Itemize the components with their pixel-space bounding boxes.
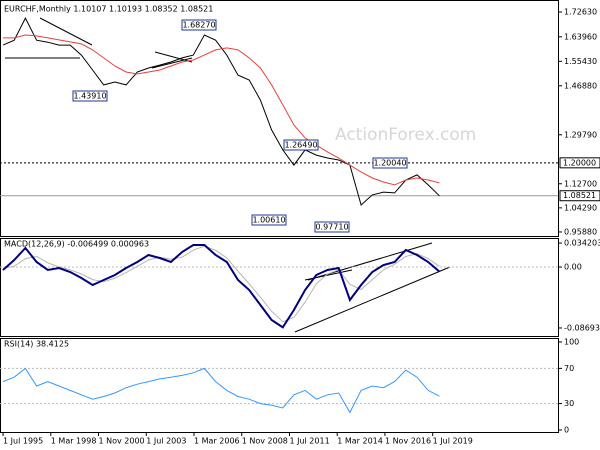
series-line [2, 16, 440, 206]
annotation-label: 1.68270 [182, 21, 215, 30]
series-line [2, 367, 440, 414]
y-tick-label: 1.12700 [564, 179, 597, 188]
level-label: 1.20000 [563, 158, 596, 167]
y-tick-label: 70 [564, 364, 574, 373]
x-tick-label: 1 Jul 2003 [146, 437, 186, 446]
price-title: EURCHF,Monthly 1.10107 1.10193 1.08352 1… [4, 5, 213, 14]
macd-title: MACD(12,26,9) -0.006499 0.000963 [4, 240, 149, 249]
x-tick-label: 1 Nov 2000 [99, 437, 145, 446]
rsi-title: RSI(14) 38.4125 [4, 340, 69, 349]
series-line [2, 245, 440, 323]
x-tick-label: 1 Jul 2011 [289, 437, 329, 446]
annotation-box [314, 221, 350, 233]
annotation-box [181, 19, 217, 31]
annotation-label: 0.97710 [315, 223, 348, 232]
annotation-label: 1.20040 [373, 159, 406, 168]
y-tick-label: 0.00 [564, 263, 582, 272]
y-tick-label: 1.46880 [564, 81, 597, 90]
level-label-box [559, 190, 600, 202]
x-tick-label: 1 Mar 2006 [194, 437, 240, 446]
trendline [39, 17, 93, 46]
series-line [3, 34, 440, 186]
y-tick-label: 1.72630 [564, 8, 597, 17]
x-tick-label: 1 Mar 1998 [51, 437, 97, 446]
pane-frame [0, 0, 559, 237]
annotation-box [72, 90, 108, 102]
y-tick-label: 0.95880 [564, 227, 597, 236]
annotation-label: 1.26490 [284, 141, 317, 150]
pane-frame [0, 238, 559, 337]
x-tick-label: 1 Nov 2016 [385, 437, 431, 446]
y-tick-label: 100 [564, 337, 579, 346]
annotation-box [251, 214, 287, 226]
pane-frame [0, 338, 559, 433]
y-tick-label: 1.04290 [564, 203, 597, 212]
annotation-label: 1.43910 [73, 92, 106, 101]
series-line [2, 244, 441, 329]
trendline [154, 51, 193, 63]
y-tick-label: 1.55430 [564, 57, 597, 66]
level-label: 1.08521 [563, 191, 596, 200]
x-tick-label: 1 Mar 2014 [337, 437, 383, 446]
y-tick-label: 1.63960 [564, 32, 597, 41]
trendline [151, 57, 193, 69]
x-tick-label: 1 Nov 2008 [242, 437, 288, 446]
annotation-box [372, 157, 408, 169]
y-tick-label: 0.034203 [564, 239, 600, 248]
x-tick-label: 1 Jul 1995 [3, 437, 43, 446]
y-tick-label: 0 [564, 425, 569, 434]
annotation-box [283, 139, 319, 151]
y-tick-label: 30 [564, 399, 574, 408]
level-label-box [559, 157, 600, 169]
watermark: ActionForex.com [335, 125, 476, 145]
trendline [294, 266, 451, 333]
y-tick-label: 1.29790 [564, 130, 597, 139]
x-tick-label: 1 Jul 2019 [433, 437, 473, 446]
annotation-label: 1.00610 [252, 216, 285, 225]
y-tick-label: -0.086933 [564, 323, 600, 332]
